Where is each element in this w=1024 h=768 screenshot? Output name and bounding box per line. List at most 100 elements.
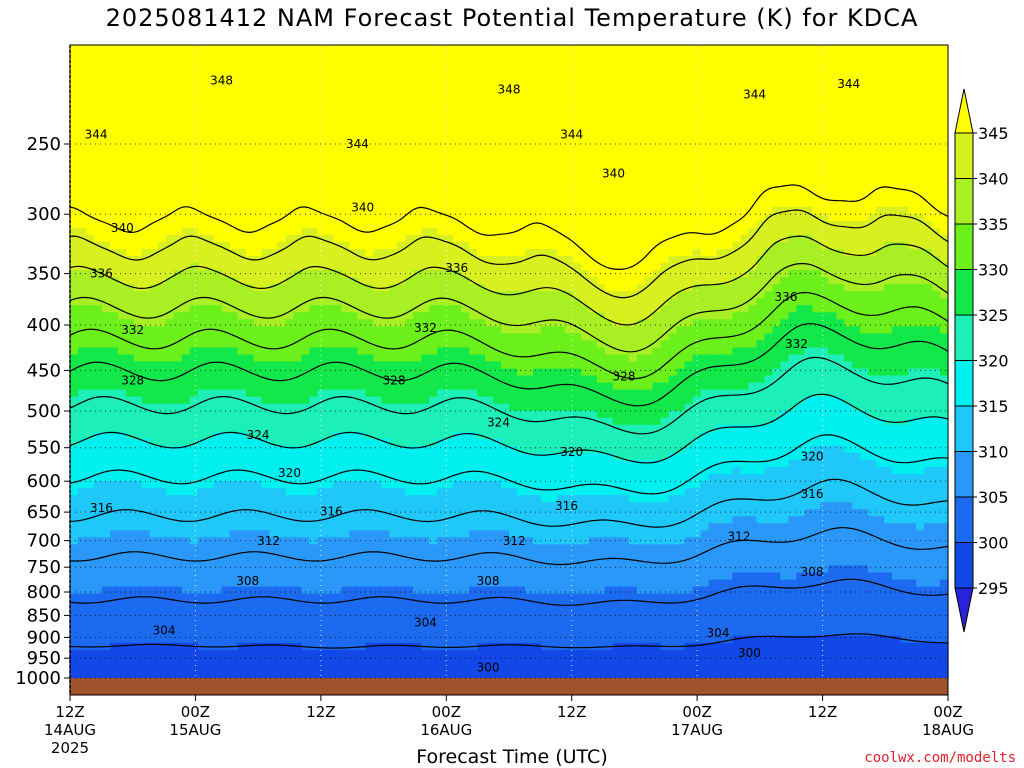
band-cell <box>852 199 861 208</box>
band-cell <box>724 234 734 243</box>
band-cell <box>708 270 718 278</box>
band-cell <box>477 277 486 285</box>
band-cell <box>70 66 79 74</box>
band-cell <box>70 80 79 88</box>
band-cell <box>141 312 151 320</box>
band-cell <box>213 87 223 95</box>
band-cell <box>820 136 829 145</box>
band-cell <box>70 185 79 194</box>
band-cell <box>724 129 734 138</box>
band-cell <box>548 340 558 349</box>
band-cell <box>788 45 797 53</box>
band-cell <box>796 340 805 349</box>
band-cell <box>269 206 279 215</box>
band-cell <box>493 312 502 320</box>
band-cell <box>293 157 303 166</box>
band-cell <box>868 192 877 201</box>
band-cell <box>708 136 718 145</box>
band-cell <box>836 171 845 180</box>
band-cell <box>764 129 773 138</box>
band-cell <box>740 333 750 341</box>
band-cell <box>524 312 534 320</box>
band-cell <box>884 199 893 208</box>
band-cell <box>764 178 773 187</box>
band-cell <box>149 192 159 201</box>
band-cell <box>900 234 909 243</box>
band-cell <box>772 73 781 81</box>
band-cell <box>820 270 829 278</box>
band-cell <box>628 108 638 116</box>
band-cell <box>644 94 654 102</box>
band-cell <box>325 291 334 299</box>
band-cell <box>77 185 87 194</box>
band-cell <box>892 312 901 320</box>
band-cell <box>493 263 502 271</box>
band-cell <box>501 143 510 152</box>
band-cell <box>908 227 917 236</box>
band-cell <box>772 248 781 257</box>
band-cell <box>245 171 255 180</box>
band-cell <box>908 150 917 159</box>
band-cell <box>77 206 87 215</box>
band-cell <box>876 284 885 292</box>
band-cell <box>828 270 837 278</box>
band-cell <box>940 136 949 145</box>
band-cell <box>445 66 454 74</box>
band-cell <box>437 347 446 356</box>
band-cell <box>357 94 366 102</box>
band-cell <box>764 171 773 180</box>
band-cell <box>644 305 654 313</box>
band-cell <box>708 80 718 88</box>
band-cell <box>932 115 941 123</box>
band-cell <box>892 227 901 236</box>
band-cell <box>876 122 885 130</box>
band-cell <box>85 241 95 250</box>
band-cell <box>93 213 103 222</box>
band-cell <box>636 66 646 74</box>
band-cell <box>716 213 726 222</box>
band-cell <box>405 326 414 334</box>
band-cell <box>636 164 646 173</box>
band-cell <box>724 284 734 292</box>
band-cell <box>764 305 773 313</box>
band-cell <box>932 256 941 264</box>
band-cell <box>477 333 486 341</box>
band-cell <box>740 305 750 313</box>
band-cell <box>101 319 111 327</box>
band-cell <box>317 206 327 215</box>
band-cell <box>604 263 614 271</box>
band-cell <box>916 241 925 250</box>
band-cell <box>189 291 199 299</box>
band-cell <box>932 354 941 363</box>
band-cell <box>365 143 374 152</box>
band-cell <box>413 178 422 187</box>
band-cell <box>724 178 734 187</box>
band-cell <box>732 73 742 81</box>
band-cell <box>532 326 542 334</box>
band-cell <box>301 185 311 194</box>
band-cell <box>636 248 646 257</box>
band-cell <box>852 45 861 53</box>
band-cell <box>261 213 271 222</box>
band-cell <box>876 340 885 349</box>
band-cell <box>924 52 933 60</box>
band-cell <box>644 220 654 229</box>
band-cell <box>780 220 789 229</box>
band-cell <box>524 263 534 271</box>
band-cell <box>796 199 805 208</box>
band-cell <box>125 248 135 257</box>
band-cell <box>301 80 311 88</box>
band-cell <box>197 52 207 60</box>
band-cell <box>900 326 909 334</box>
band-cell <box>812 80 821 88</box>
band-cell <box>700 150 710 159</box>
band-cell <box>828 115 837 123</box>
band-cell <box>77 333 87 341</box>
band-cell <box>812 45 821 53</box>
band-cell <box>261 227 271 236</box>
band-cell <box>445 52 454 60</box>
band-cell <box>261 66 271 74</box>
band-cell <box>213 73 223 81</box>
band-cell <box>277 326 287 334</box>
band-cell <box>548 178 558 187</box>
